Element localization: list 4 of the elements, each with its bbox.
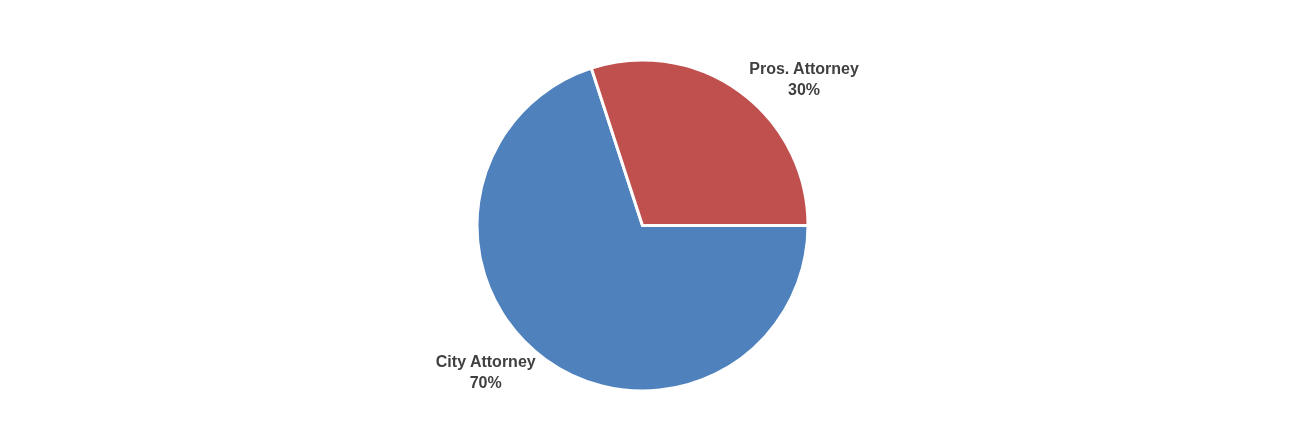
slice-label: Pros. Attorney [749,60,859,78]
slice-label: City Attorney [435,352,536,370]
data-label: 70% [469,373,502,391]
data-label: 30% [788,81,821,99]
